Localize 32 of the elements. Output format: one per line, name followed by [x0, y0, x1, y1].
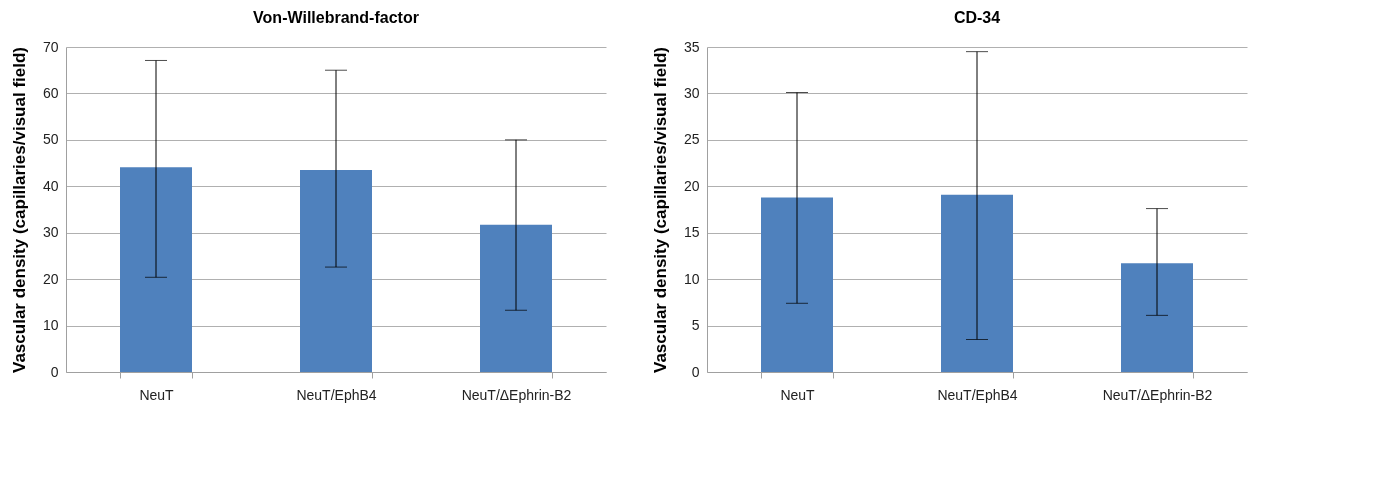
y-tick-label: 50	[42, 131, 59, 148]
y-tick-label: 30	[683, 84, 700, 101]
y-tick-label: 20	[683, 177, 700, 194]
y-tick-label: 70	[42, 38, 59, 55]
y-tick-label: 25	[683, 131, 700, 148]
y-tick-label: 0	[50, 363, 59, 380]
bar	[300, 170, 372, 372]
x-tick-label: NeuT/EphB4	[296, 386, 377, 403]
bar	[941, 194, 1013, 372]
y-tick-label: 30	[42, 224, 59, 241]
bar	[480, 224, 552, 372]
y-axis-title: Vascular density (capillaries/visual field)	[9, 47, 29, 373]
bar	[120, 167, 192, 372]
y-tick-label: 5	[691, 317, 700, 334]
y-tick-label: 0	[691, 363, 700, 380]
x-tick-label: NeuT/ΔEphrin-B2	[1102, 386, 1213, 403]
x-tick-label: NeuT	[780, 386, 816, 403]
y-axis-title: Vascular density (capillaries/visual field)	[650, 47, 670, 373]
bar	[1121, 263, 1193, 372]
y-tick-label: 10	[42, 317, 59, 334]
y-tick-label: 15	[683, 224, 700, 241]
chart-title: Von-Willebrand-factor	[253, 9, 419, 26]
y-tick-label: 40	[42, 177, 59, 194]
bar	[761, 197, 833, 372]
x-tick-label: NeuT/ΔEphrin-B2	[461, 386, 572, 403]
y-tick-label: 20	[42, 270, 59, 287]
y-tick-label: 10	[683, 270, 700, 287]
y-tick-label: 60	[42, 84, 59, 101]
x-tick-label: NeuT/EphB4	[937, 386, 1018, 403]
y-tick-label: 35	[683, 38, 700, 55]
x-tick-label: NeuT	[139, 386, 175, 403]
chart-title: CD-34	[953, 9, 1001, 26]
